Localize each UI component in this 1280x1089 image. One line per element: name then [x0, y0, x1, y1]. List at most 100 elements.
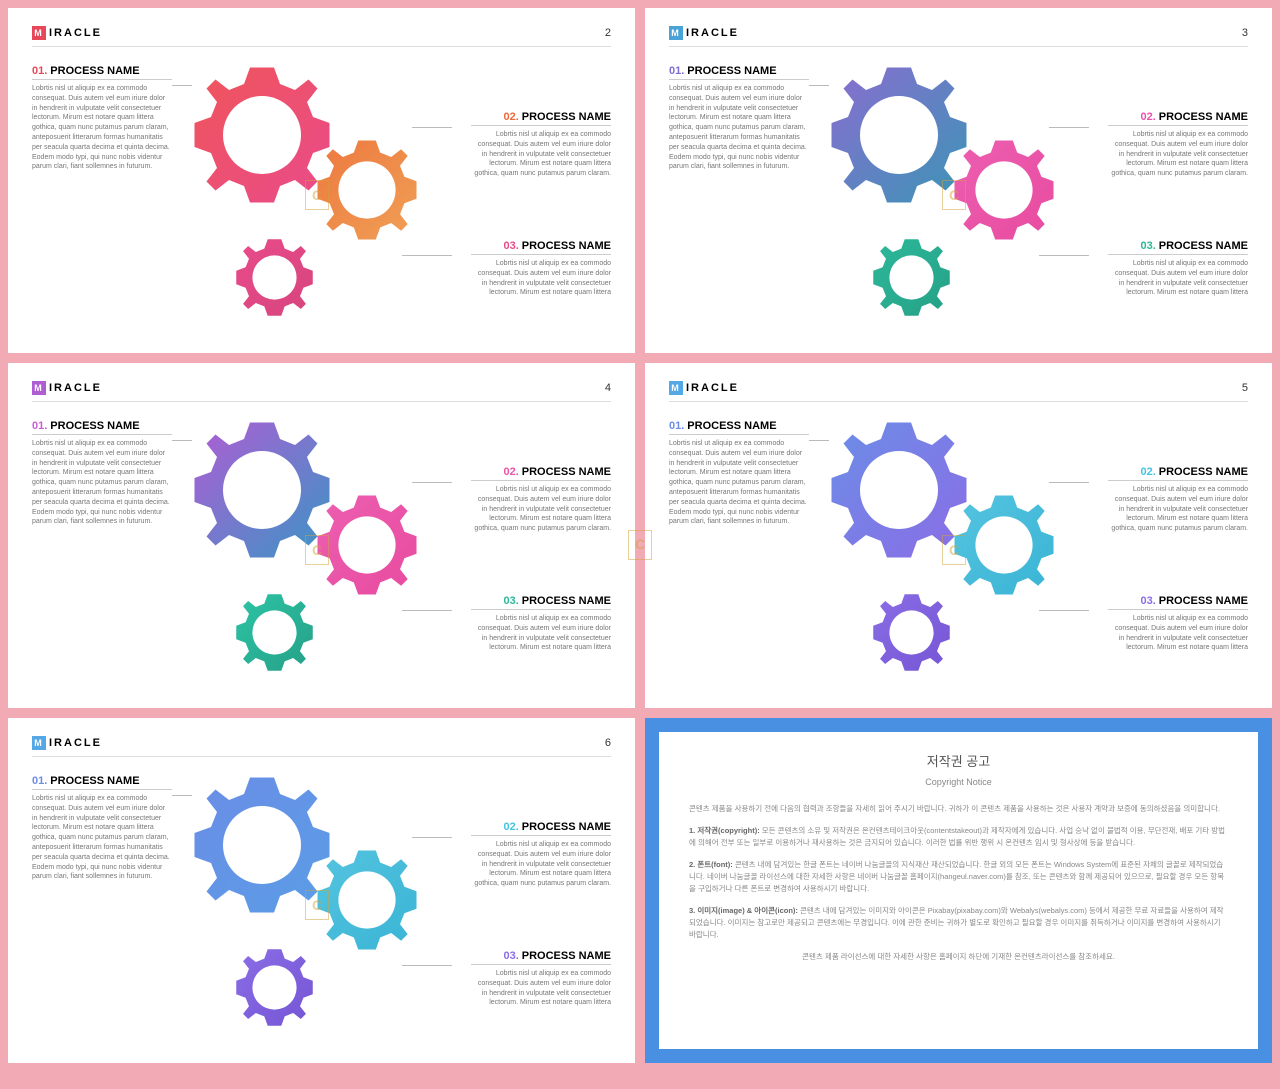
process-1-text: Lobrtis nisl ut aliquip ex ea commodo co… [669, 439, 809, 527]
process-3-title: 03.PROCESS NAME [471, 950, 611, 965]
process-1-title: 01.PROCESS NAME [32, 775, 172, 790]
slide: M IRACLE 2 01.PROCESS NAME Lobrtis nisl … [8, 8, 635, 353]
slide-content: 01.PROCESS NAME Lobrtis nisl ut aliquip … [669, 410, 1248, 690]
process-2-text: Lobrtis nisl ut aliquip ex ea commodo co… [1108, 485, 1248, 534]
gear-small-icon [232, 590, 317, 675]
copyright-title: 저작권 공고 [689, 752, 1228, 773]
copyright-p2: 2. 폰트(font): 콘텐츠 내에 담겨있는 한글 폰트는 네이버 나눔글꼴… [689, 859, 1228, 895]
watermark-icon: C [305, 535, 329, 565]
process-2-text: Lobrtis nisl ut aliquip ex ea commodo co… [471, 840, 611, 889]
process-3: 03.PROCESS NAME Lobrtis nisl ut aliquip … [1108, 595, 1248, 653]
process-2: 02.PROCESS NAME Lobrtis nisl ut aliquip … [1108, 466, 1248, 534]
brand-text: IRACLE [49, 382, 102, 394]
process-1: 01.PROCESS NAME Lobrtis nisl ut aliquip … [669, 65, 809, 172]
process-3: 03.PROCESS NAME Lobrtis nisl ut aliquip … [471, 950, 611, 1008]
process-1: 01.PROCESS NAME Lobrtis nisl ut aliquip … [32, 65, 172, 172]
gear-small-icon [232, 235, 317, 320]
process-3-title: 03.PROCESS NAME [1108, 595, 1248, 610]
gears-graphic: C [814, 415, 1094, 685]
watermark-icon: C [305, 890, 329, 920]
brand: M IRACLE [669, 26, 739, 40]
slide: M IRACLE 3 01.PROCESS NAME Lobrtis nisl … [645, 8, 1272, 353]
connector-line [1039, 610, 1089, 611]
connector-line [412, 837, 452, 838]
process-2-title: 02.PROCESS NAME [1108, 466, 1248, 481]
page-number: 3 [1242, 27, 1248, 39]
process-2-title: 02.PROCESS NAME [471, 466, 611, 481]
gears-graphic: C [814, 60, 1094, 330]
brand: M IRACLE [669, 381, 739, 395]
process-3-text: Lobrtis nisl ut aliquip ex ea commodo co… [471, 614, 611, 653]
process-2-title: 02.PROCESS NAME [1108, 111, 1248, 126]
connector-line [1039, 255, 1089, 256]
watermark-icon: C [942, 535, 966, 565]
brand-text: IRACLE [686, 27, 739, 39]
brand: M IRACLE [32, 381, 102, 395]
gear-small-icon [869, 590, 954, 675]
slide-content: 01.PROCESS NAME Lobrtis nisl ut aliquip … [32, 55, 611, 335]
brand-icon: M [32, 26, 46, 40]
process-1-title: 01.PROCESS NAME [669, 65, 809, 80]
gears-graphic: C [177, 770, 457, 1040]
process-3: 03.PROCESS NAME Lobrtis nisl ut aliquip … [471, 240, 611, 298]
process-1-text: Lobrtis nisl ut aliquip ex ea commodo co… [32, 794, 172, 882]
process-2-title: 02.PROCESS NAME [471, 111, 611, 126]
connector-line [172, 85, 192, 86]
connector-line [402, 610, 452, 611]
process-1-text: Lobrtis nisl ut aliquip ex ea commodo co… [32, 439, 172, 527]
process-3-text: Lobrtis nisl ut aliquip ex ea commodo co… [471, 969, 611, 1008]
process-3-text: Lobrtis nisl ut aliquip ex ea commodo co… [1108, 614, 1248, 653]
copyright-slide: 저작권 공고 Copyright Notice 콘텐츠 제품을 사용하기 전에 … [645, 718, 1272, 1063]
process-3: 03.PROCESS NAME Lobrtis nisl ut aliquip … [471, 595, 611, 653]
page-number: 6 [605, 737, 611, 749]
page-number: 4 [605, 382, 611, 394]
copyright-p1: 1. 저작권(copyright): 모든 콘텐츠의 소유 및 저작권은 온컨텐… [689, 825, 1228, 849]
process-2-text: Lobrtis nisl ut aliquip ex ea commodo co… [471, 130, 611, 179]
connector-line [412, 482, 452, 483]
gear-small-icon [869, 235, 954, 320]
connector-line [412, 127, 452, 128]
process-2: 02.PROCESS NAME Lobrtis nisl ut aliquip … [1108, 111, 1248, 179]
process-3-text: Lobrtis nisl ut aliquip ex ea commodo co… [1108, 259, 1248, 298]
brand-icon: M [32, 736, 46, 750]
gear-small-icon [232, 945, 317, 1030]
copyright-subtitle: Copyright Notice [689, 775, 1228, 789]
slide: M IRACLE 5 01.PROCESS NAME Lobrtis nisl … [645, 363, 1272, 708]
watermark-icon: C [628, 530, 652, 560]
process-3-title: 03.PROCESS NAME [471, 595, 611, 610]
process-1: 01.PROCESS NAME Lobrtis nisl ut aliquip … [32, 420, 172, 527]
page-number: 5 [1242, 382, 1248, 394]
connector-line [809, 85, 829, 86]
process-3-title: 03.PROCESS NAME [1108, 240, 1248, 255]
slide-header: M IRACLE 2 [32, 26, 611, 47]
process-3-text: Lobrtis nisl ut aliquip ex ea commodo co… [471, 259, 611, 298]
slide-header: M IRACLE 5 [669, 381, 1248, 402]
gears-graphic: C [177, 60, 457, 330]
connector-line [1049, 482, 1089, 483]
process-1-title: 01.PROCESS NAME [32, 420, 172, 435]
watermark-icon: C [942, 180, 966, 210]
process-1-title: 01.PROCESS NAME [669, 420, 809, 435]
connector-line [809, 440, 829, 441]
watermark-icon: C [305, 180, 329, 210]
copyright-footer: 콘텐츠 제품 라이선스에 대한 자세한 사항은 홈페이지 하단에 기재한 온컨텐… [689, 951, 1228, 963]
connector-line [172, 440, 192, 441]
brand-text: IRACLE [686, 382, 739, 394]
process-1: 01.PROCESS NAME Lobrtis nisl ut aliquip … [32, 775, 172, 882]
process-2: 02.PROCESS NAME Lobrtis nisl ut aliquip … [471, 466, 611, 534]
process-2-text: Lobrtis nisl ut aliquip ex ea commodo co… [1108, 130, 1248, 179]
process-3-title: 03.PROCESS NAME [471, 240, 611, 255]
brand: M IRACLE [32, 26, 102, 40]
slide-content: 01.PROCESS NAME Lobrtis nisl ut aliquip … [669, 55, 1248, 335]
slide-content: 01.PROCESS NAME Lobrtis nisl ut aliquip … [32, 765, 611, 1045]
brand-text: IRACLE [49, 737, 102, 749]
brand-text: IRACLE [49, 27, 102, 39]
slide-content: 01.PROCESS NAME Lobrtis nisl ut aliquip … [32, 410, 611, 690]
connector-line [402, 965, 452, 966]
process-2: 02.PROCESS NAME Lobrtis nisl ut aliquip … [471, 821, 611, 889]
process-3: 03.PROCESS NAME Lobrtis nisl ut aliquip … [1108, 240, 1248, 298]
process-1-text: Lobrtis nisl ut aliquip ex ea commodo co… [32, 84, 172, 172]
connector-line [402, 255, 452, 256]
slide-header: M IRACLE 6 [32, 736, 611, 757]
slide-header: M IRACLE 3 [669, 26, 1248, 47]
